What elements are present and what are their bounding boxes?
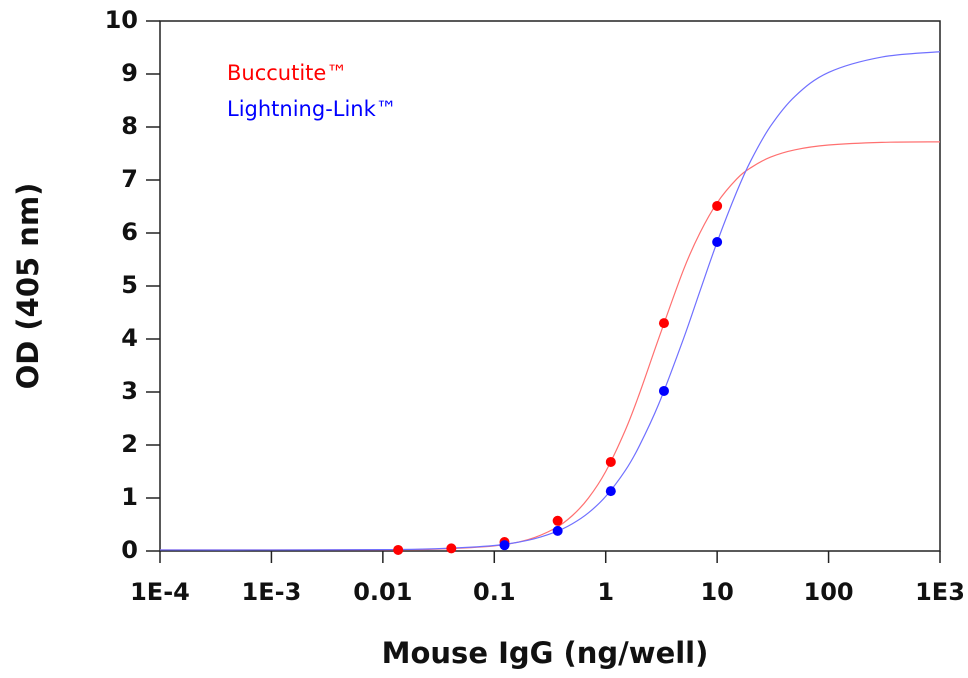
y-tick-label: 6 xyxy=(121,218,138,246)
x-tick-label: 1E-3 xyxy=(242,578,302,606)
data-point xyxy=(658,318,669,329)
y-tick-label: 2 xyxy=(121,430,138,458)
data-point xyxy=(499,540,510,551)
y-tick-label: 0 xyxy=(121,536,138,564)
data-point xyxy=(446,543,457,554)
x-tick-label: 1E3 xyxy=(915,578,965,606)
data-point xyxy=(712,200,723,211)
x-tick-label: 0.01 xyxy=(353,578,412,606)
y-tick-label: 4 xyxy=(121,324,138,352)
data-point xyxy=(712,237,723,248)
x-axis-title: Mouse IgG (ng/well) xyxy=(382,636,709,670)
fit-curve xyxy=(159,51,941,551)
x-tick-label: 0.1 xyxy=(473,578,516,606)
x-tick-label: 1 xyxy=(597,578,614,606)
data-point xyxy=(605,456,616,467)
y-tick-label: 9 xyxy=(121,59,138,87)
y-tick-label: 5 xyxy=(121,271,138,299)
x-tick-label: 10 xyxy=(700,578,733,606)
y-axis-title: OD (405 nm) xyxy=(11,183,45,390)
data-point xyxy=(552,525,563,536)
y-tick-label: 1 xyxy=(121,483,138,511)
data-point xyxy=(605,486,616,497)
x-tick-label: 1E-4 xyxy=(130,578,190,606)
data-point xyxy=(552,515,563,526)
y-tick-label: 7 xyxy=(121,165,138,193)
x-tick-label: 100 xyxy=(804,578,854,606)
data-point xyxy=(658,385,669,396)
legend-entry: Buccutite™ xyxy=(227,61,347,85)
data-point xyxy=(393,544,404,555)
y-tick-label: 3 xyxy=(121,377,138,405)
y-tick-label: 8 xyxy=(121,112,138,140)
legend-entry: Lightning-Link™ xyxy=(227,97,397,121)
fit-curve xyxy=(159,141,941,551)
y-tick-label: 10 xyxy=(105,6,138,34)
